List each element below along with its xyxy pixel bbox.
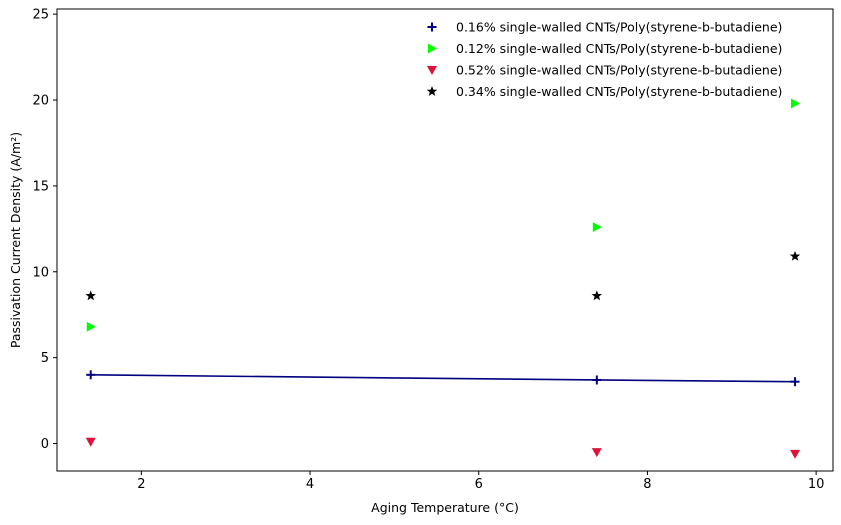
series-2-point [85, 437, 96, 447]
series-0-trend-line [90, 374, 796, 383]
legend-marker-1 [428, 43, 437, 54]
x-axis-title: Aging Temperature (°C) [371, 500, 519, 515]
legend: 0.16% single-walled CNTs/Poly(styrene-b-… [426, 20, 782, 99]
y-tick-label: 10 [32, 265, 49, 280]
y-tick-label: 20 [32, 94, 49, 109]
legend-label-2: 0.52% single-walled CNTs/Poly(styrene-b-… [456, 63, 782, 78]
series-0-point [790, 377, 800, 387]
legend-label-1: 0.12% single-walled CNTs/Poly(styrene-b-… [456, 41, 782, 56]
series-1-point [592, 222, 602, 233]
legend-marker-3 [426, 86, 438, 96]
legend-marker-0 [427, 22, 437, 32]
legend-label-3: 0.34% single-walled CNTs/Poly(styrene-b-… [456, 84, 782, 99]
series-3-point [789, 250, 801, 261]
series-2-point [790, 449, 801, 459]
series-1-point [86, 321, 96, 332]
series-1-point [791, 98, 801, 109]
x-tick-label: 8 [643, 477, 651, 492]
series-2-point [591, 448, 602, 458]
legend-marker-2 [427, 66, 437, 75]
series-0-point [86, 370, 96, 380]
y-tick-label: 0 [41, 437, 49, 452]
y-tick-label: 25 [32, 8, 49, 23]
legend-label-0: 0.16% single-walled CNTs/Poly(styrene-b-… [456, 20, 782, 35]
series-3-point [85, 290, 96, 301]
series-3-point [591, 290, 603, 301]
series-0-point [592, 375, 602, 385]
y-tick-label: 5 [41, 351, 49, 366]
x-tick-label: 6 [475, 477, 483, 492]
x-tick-label: 2 [137, 477, 145, 492]
plot-frame [56, 8, 834, 472]
y-tick-label: 15 [32, 179, 49, 194]
y-axis-title: Passivation Current Density (A/m²) [8, 132, 23, 348]
plot-area [56, 8, 834, 472]
x-tick-label: 10 [808, 477, 825, 492]
axis-ticks: 2 4 6 8 10 0 5 10 15 20 25 [32, 8, 824, 492]
x-tick-label: 4 [306, 477, 314, 492]
